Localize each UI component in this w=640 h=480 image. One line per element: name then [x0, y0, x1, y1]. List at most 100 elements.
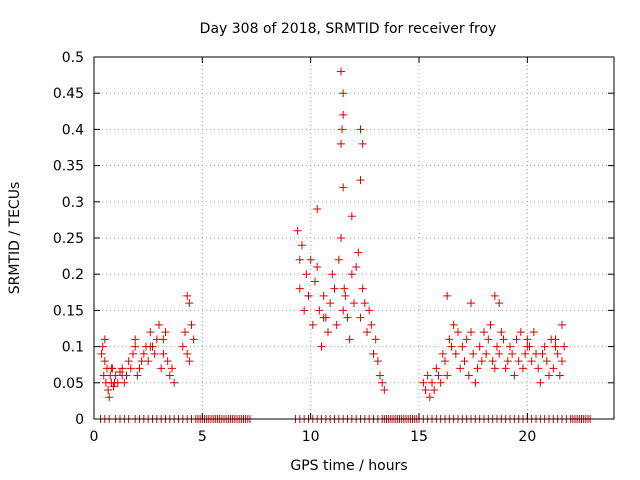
data-point: [488, 357, 497, 366]
data-point: [523, 335, 532, 344]
data-point: [358, 284, 367, 293]
data-point: [460, 357, 469, 366]
data-point: [540, 342, 549, 351]
x-axis-label: GPS time / hours: [290, 458, 407, 474]
data-point: [135, 364, 144, 373]
data-point: [503, 357, 512, 366]
y-tick-label: 0.5: [62, 50, 84, 66]
data-point: [497, 328, 506, 337]
data-point: [360, 299, 369, 308]
data-point: [118, 371, 127, 380]
data-point: [467, 299, 475, 308]
data-point: [340, 284, 349, 293]
data-point: [334, 255, 343, 264]
data-point: [341, 291, 350, 300]
data-point: [538, 349, 547, 358]
data-point: [352, 262, 361, 271]
data-point: [133, 371, 142, 380]
data-point: [165, 371, 174, 380]
data-point: [304, 291, 313, 300]
data-point: [126, 364, 135, 373]
data-point: [311, 277, 319, 286]
data-point: [456, 364, 465, 373]
data-point: [332, 320, 341, 329]
data-point: [159, 335, 168, 344]
data-point: [339, 183, 348, 192]
y-tick-label: 0.4: [62, 122, 84, 138]
data-point: [189, 335, 198, 344]
data-point: [146, 342, 155, 351]
data-point: [423, 371, 432, 380]
data-point: [558, 357, 566, 366]
y-tick-label: 0.25: [53, 231, 84, 247]
data-point: [163, 357, 172, 366]
data-point: [490, 291, 499, 300]
data-point: [170, 378, 179, 387]
x-tick-label: 20: [518, 429, 536, 445]
data-point: [484, 335, 493, 344]
data-point: [330, 284, 339, 293]
data-point: [181, 328, 189, 337]
data-point: [185, 357, 194, 366]
data-point: [449, 320, 458, 329]
data-point: [118, 364, 127, 373]
data-point: [313, 205, 322, 214]
data-point: [347, 270, 356, 279]
data-point: [109, 382, 118, 391]
x-tick-label: 0: [90, 429, 99, 445]
data-point: [436, 378, 445, 387]
data-point: [519, 364, 527, 373]
data-point: [371, 335, 380, 344]
data-point: [345, 335, 354, 344]
data-point: [339, 306, 348, 315]
data-point: [317, 342, 326, 351]
data-point: [521, 349, 530, 358]
y-tick-label: 0: [75, 412, 84, 428]
axes: 0 5 10 15 20 0 0.05 0.1 0.15 0.2 0.25 0.3 0.35 0.4 0.4…: [53, 50, 614, 445]
data-point: [434, 371, 443, 380]
x-tick-label: 15: [410, 429, 428, 445]
data-point: [157, 364, 166, 373]
data-point: [338, 125, 347, 134]
data-point: [161, 328, 170, 337]
data-point: [512, 335, 521, 344]
data-point: [549, 364, 558, 373]
data-point: [308, 320, 317, 329]
data-point: [551, 335, 560, 344]
data-point: [146, 328, 155, 337]
data-point: [534, 364, 543, 373]
data-point: [458, 342, 467, 351]
data-point: [376, 371, 384, 380]
data-point: [493, 342, 501, 351]
data-point: [129, 349, 137, 358]
data-point: [447, 342, 456, 351]
data-point: [365, 306, 374, 315]
data-point: [545, 371, 553, 380]
y-tick-label: 0.3: [62, 195, 84, 211]
data-point: [339, 110, 348, 119]
data-point: [295, 284, 304, 293]
data-point: [354, 248, 363, 257]
data-point: [445, 335, 454, 344]
data-point: [104, 386, 113, 395]
data-point: [419, 378, 428, 387]
data-point: [486, 320, 495, 329]
data-point: [443, 371, 452, 380]
data-point: [469, 349, 478, 358]
data-point: [356, 125, 365, 134]
data-point: [168, 364, 176, 373]
data-point: [337, 67, 345, 76]
data-point: [144, 357, 153, 366]
data-point: [155, 320, 163, 329]
data-point: [293, 226, 302, 235]
data-point: [514, 357, 523, 366]
data-point: [467, 328, 475, 337]
data-point: [501, 364, 510, 373]
data-point: [516, 328, 525, 337]
data-point: [105, 393, 114, 402]
data-point: [477, 357, 486, 366]
data-point: [295, 255, 304, 264]
y-axis-label: SRMTID / TECUs: [7, 182, 23, 295]
data-point: [313, 262, 322, 271]
